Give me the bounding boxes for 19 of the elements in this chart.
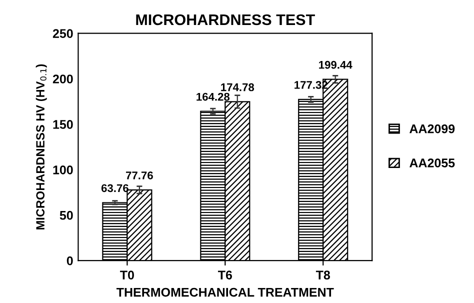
y-tick-label: 50 bbox=[60, 210, 73, 220]
x-axis-title: THERMOMECHANICAL TREATMENT bbox=[116, 288, 334, 297]
data-label: 199.44 bbox=[319, 60, 352, 69]
x-tick-label: T0 bbox=[120, 270, 134, 280]
y-tick-label: 0 bbox=[66, 256, 73, 266]
x-tick-label: T8 bbox=[316, 270, 330, 280]
data-label: 164.28 bbox=[196, 92, 230, 101]
data-label: 63.76 bbox=[101, 184, 128, 192]
x-tick-label: T6 bbox=[218, 270, 232, 280]
data-label: 77.76 bbox=[126, 172, 153, 180]
legend-label: AA2099 bbox=[410, 124, 455, 134]
y-tick-label: 200 bbox=[52, 74, 73, 84]
y-tick-label: 250 bbox=[52, 29, 73, 38]
y-tick-label: 150 bbox=[53, 120, 73, 129]
y-axis-title: MICROHARDNESS HV (HV$_{0.1}$) bbox=[36, 64, 47, 230]
legend-label: AA2055 bbox=[410, 158, 455, 168]
chart-title: MICROHARDNESS TEST bbox=[136, 14, 315, 26]
data-label: 174.78 bbox=[221, 83, 254, 92]
y-tick-label: 100 bbox=[53, 165, 73, 174]
